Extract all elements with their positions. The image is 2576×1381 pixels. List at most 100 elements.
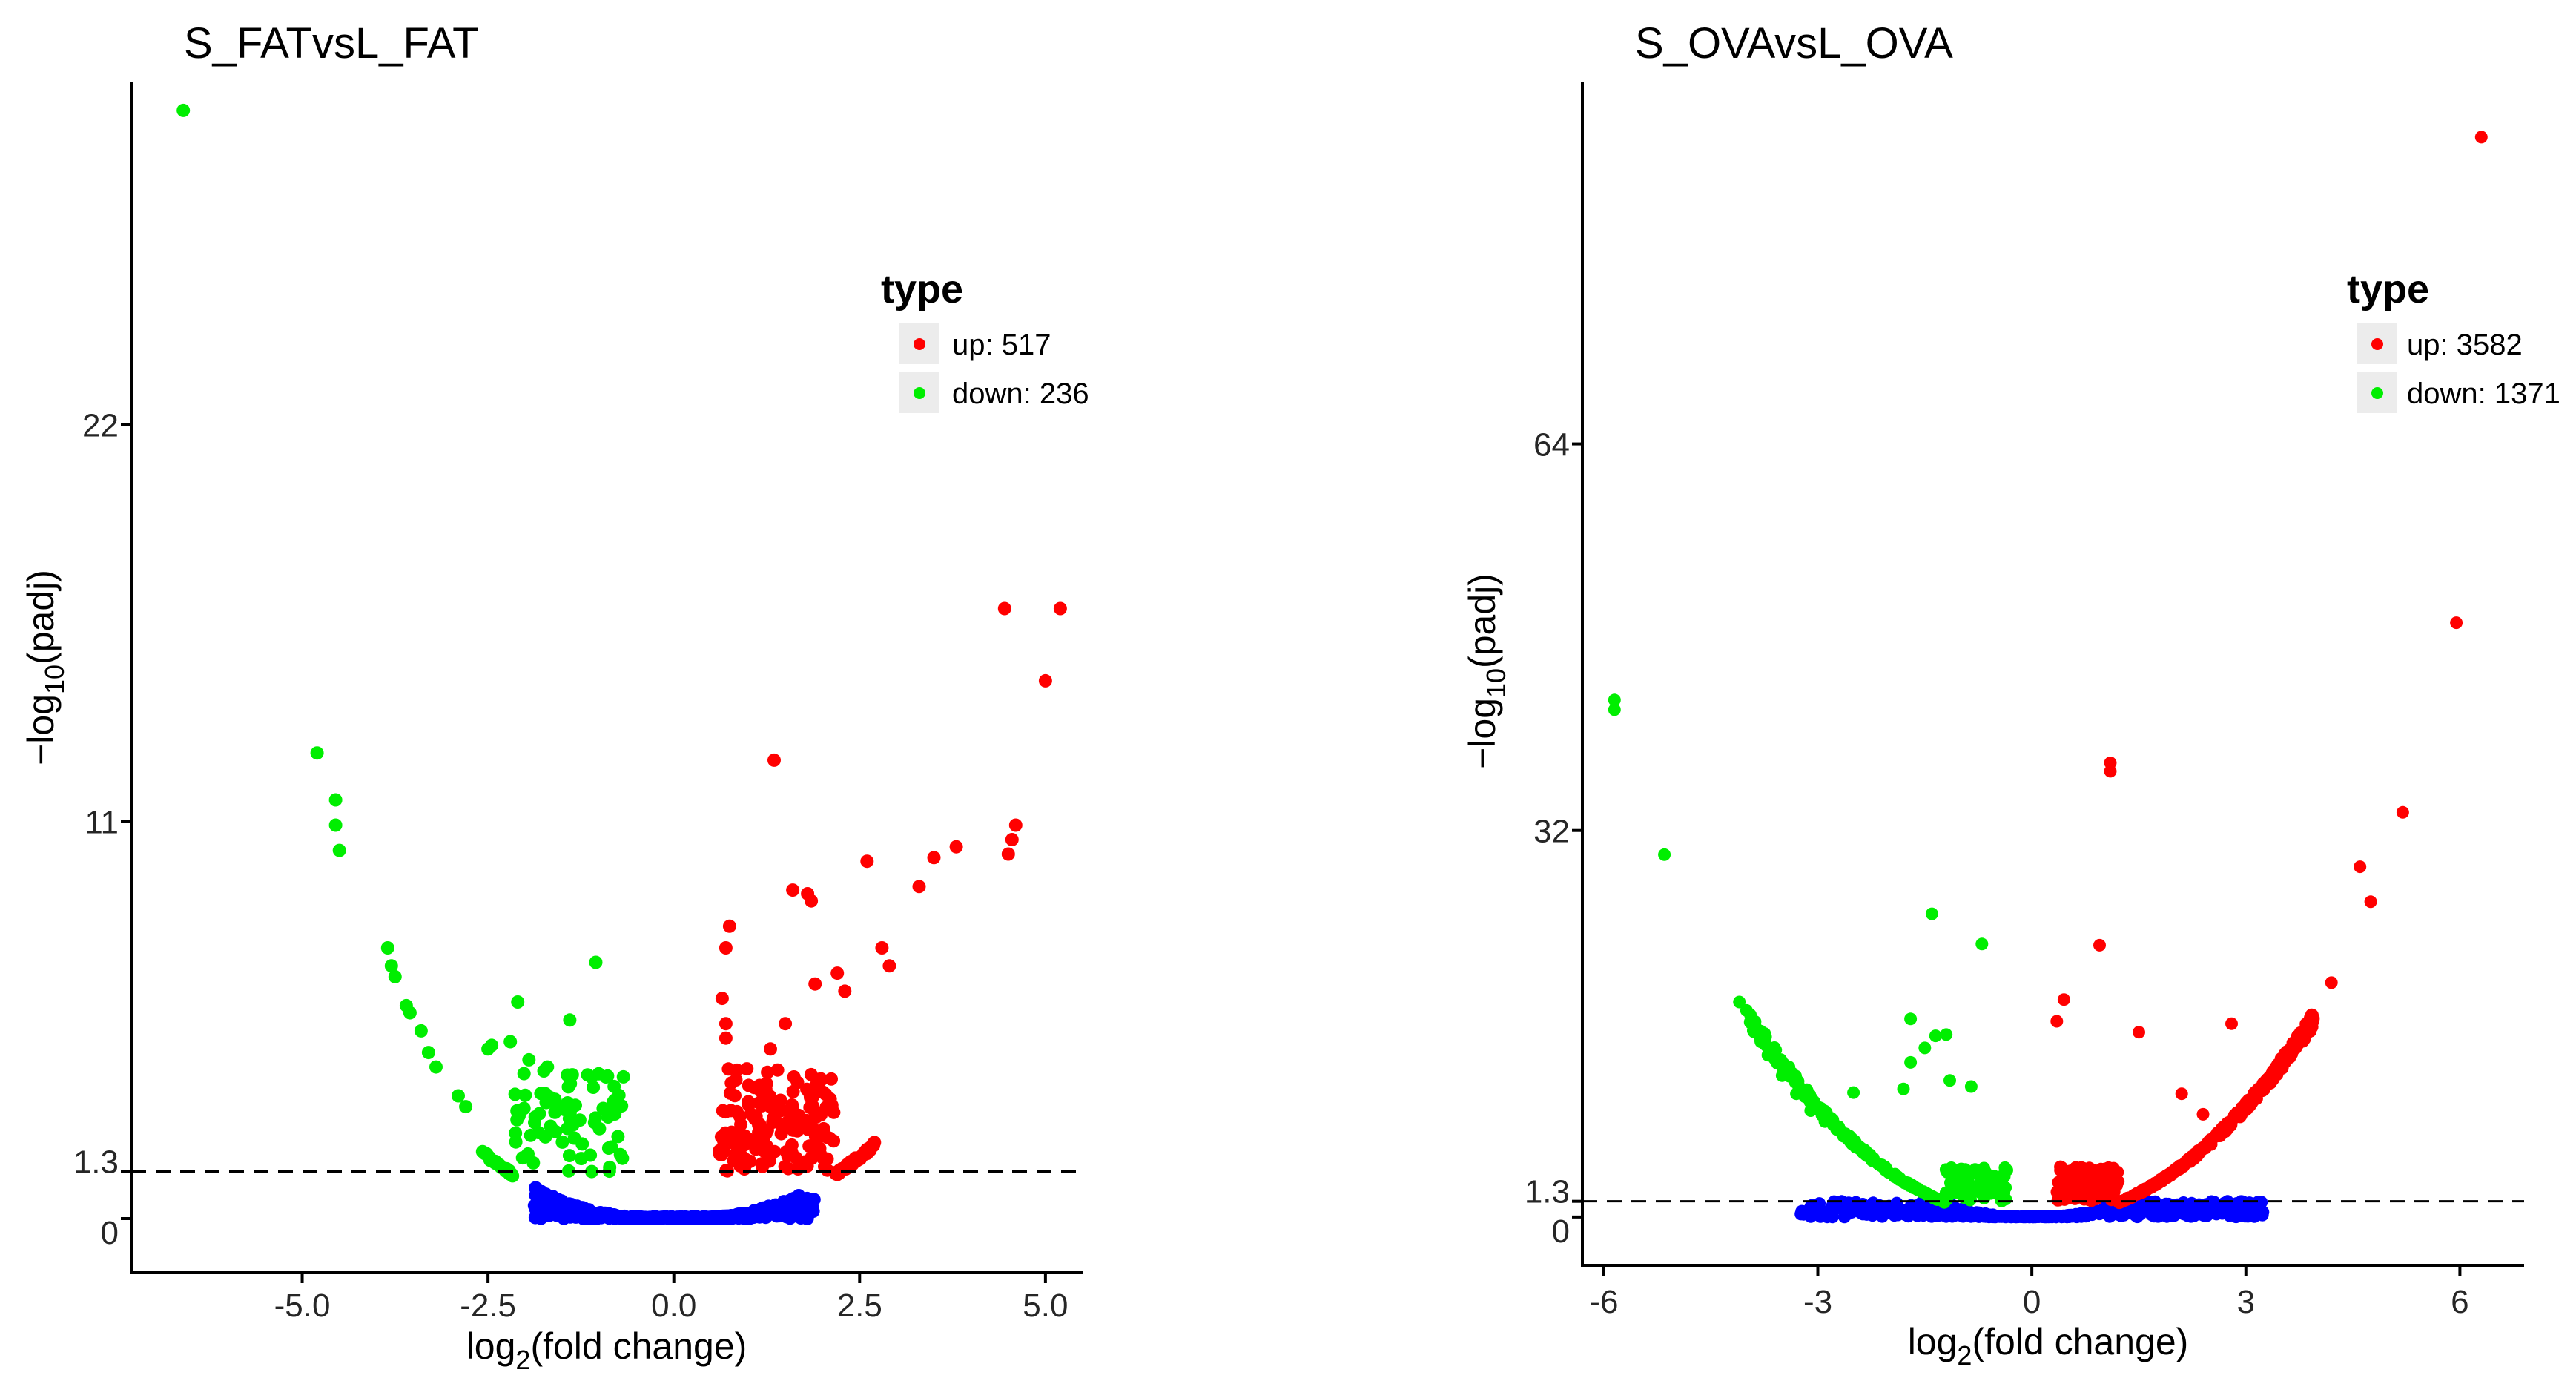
- point-nosig: [2230, 1210, 2242, 1224]
- point-up: [2075, 1161, 2088, 1174]
- point-down: [517, 1067, 531, 1081]
- point-up: [808, 1130, 822, 1144]
- point-up: [912, 880, 926, 894]
- point-down: [555, 1135, 569, 1149]
- point-down: [1847, 1086, 1860, 1099]
- point-nosig: [529, 1202, 543, 1216]
- point-up: [2243, 1098, 2256, 1110]
- point-up: [2052, 1176, 2066, 1190]
- point-up: [2256, 1077, 2270, 1090]
- y-tick-label: 1.3: [73, 1144, 119, 1181]
- y-ticks: 0 1.3 11 22: [73, 407, 131, 1251]
- x-ticks: -6 -3 0 3 6: [1589, 1265, 2469, 1320]
- point-up: [2096, 1174, 2109, 1187]
- point-down: [1964, 1080, 1978, 1093]
- point-up: [828, 1166, 842, 1179]
- point-up: [2291, 1034, 2305, 1047]
- chart-title: S_OVAvsL_OVA: [1635, 19, 1953, 67]
- point-nosig: [664, 1210, 678, 1224]
- legend-label-down: down: 236: [952, 378, 1089, 410]
- point-up: [809, 1110, 823, 1124]
- point-up: [742, 1098, 756, 1112]
- point-down: [564, 1077, 578, 1091]
- point-nosig: [2164, 1207, 2177, 1221]
- legend-key-down: [2371, 387, 2383, 399]
- legend-key-up: [914, 338, 925, 350]
- point-down: [588, 1111, 602, 1125]
- point-up: [2093, 938, 2106, 952]
- point-up: [997, 601, 1011, 616]
- point-nosig: [1899, 1208, 1912, 1222]
- point-down: [572, 1113, 587, 1127]
- point-nosig: [597, 1210, 611, 1224]
- point-down: [522, 1052, 536, 1067]
- y-tick-label: 0: [1552, 1213, 1570, 1250]
- point-down: [518, 1088, 532, 1102]
- point-up: [808, 977, 822, 991]
- point-down: [1818, 1115, 1832, 1128]
- point-down: [613, 1147, 627, 1161]
- point-nosig: [541, 1193, 555, 1207]
- point-up: [2325, 976, 2338, 989]
- y-ticks: 01.3 32 64: [1525, 427, 1582, 1250]
- point-down: [1999, 1193, 2012, 1206]
- point-down: [332, 843, 346, 857]
- point-up: [2182, 1153, 2194, 1166]
- point-up: [782, 1161, 796, 1176]
- point-nosig: [1982, 1210, 1995, 1224]
- point-up: [825, 1072, 838, 1086]
- point-down: [1948, 1173, 1961, 1187]
- point-up: [787, 1070, 801, 1084]
- point-down: [563, 1013, 577, 1027]
- point-down: [528, 1110, 542, 1124]
- point-down: [581, 1068, 595, 1082]
- point-down: [607, 1079, 621, 1093]
- point-down: [1922, 1189, 1935, 1202]
- point-down: [592, 1121, 607, 1136]
- point-down: [509, 1126, 523, 1140]
- legend: type up: 517 down: 236: [881, 267, 1089, 413]
- point-up: [882, 959, 896, 973]
- point-up: [2078, 1175, 2092, 1188]
- legend-key-up: [2371, 338, 2383, 350]
- x-tick-label: 2.5: [837, 1288, 882, 1324]
- point-up: [1005, 833, 1019, 846]
- point-up: [1053, 601, 1067, 616]
- y-tick-label: 64: [1533, 427, 1570, 464]
- point-up: [2474, 131, 2488, 144]
- point-down: [1975, 1184, 1988, 1198]
- point-up: [2107, 1176, 2121, 1189]
- point-down: [1658, 848, 1671, 861]
- point-down: [1918, 1041, 1932, 1055]
- point-up: [2225, 1017, 2238, 1030]
- point-up: [779, 1017, 793, 1031]
- point-down: [384, 959, 398, 973]
- x-axis-title: log2(fold change): [466, 1325, 747, 1375]
- point-down: [1771, 1057, 1784, 1070]
- point-down: [1964, 1193, 1977, 1206]
- chart-title: S_FATvsL_FAT: [184, 19, 479, 67]
- point-down: [604, 1140, 618, 1154]
- point-up: [838, 984, 852, 998]
- point-up: [2306, 1012, 2319, 1026]
- point-up: [717, 1144, 731, 1158]
- point-down: [1839, 1127, 1852, 1141]
- point-down: [1761, 1049, 1774, 1062]
- point-down: [1740, 1003, 1753, 1017]
- point-down: [328, 793, 343, 807]
- legend-label-up: up: 3582: [2407, 329, 2523, 361]
- point-down: [562, 1164, 575, 1178]
- point-nosig: [2190, 1199, 2204, 1213]
- y-tick-label: 32: [1533, 814, 1570, 850]
- scatter-points: [176, 103, 1067, 1225]
- point-up: [805, 894, 819, 908]
- point-up: [830, 966, 845, 980]
- legend-title: type: [881, 267, 963, 312]
- point-nosig: [2256, 1208, 2269, 1222]
- point-nosig: [1884, 1202, 1897, 1216]
- point-up: [847, 1154, 861, 1168]
- point-up: [2064, 1164, 2077, 1178]
- point-nosig: [1814, 1210, 1827, 1223]
- point-down: [403, 1006, 417, 1020]
